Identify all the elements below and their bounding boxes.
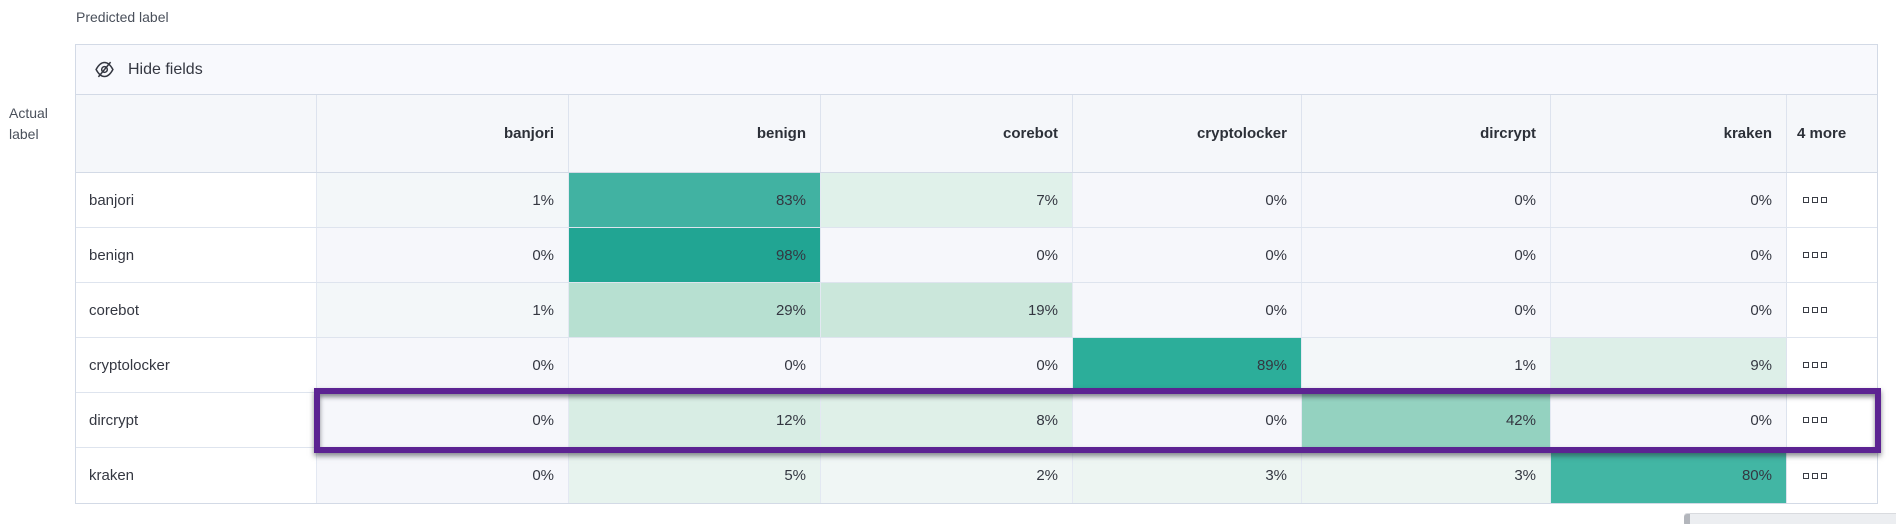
matrix-cell[interactable]: 0% — [1550, 283, 1786, 337]
box-square — [1821, 307, 1827, 313]
matrix-cell[interactable]: 80% — [1550, 448, 1786, 503]
boxes-icon[interactable] — [1801, 250, 1829, 260]
matrix-cell[interactable]: 0% — [316, 228, 568, 282]
header-cell-banjori[interactable]: banjori — [316, 95, 568, 172]
row-actions-cell — [1786, 173, 1877, 227]
box-square — [1821, 362, 1827, 368]
matrix-cell[interactable]: 89% — [1072, 338, 1301, 392]
header-cell-cryptolocker[interactable]: cryptolocker — [1072, 95, 1301, 172]
header-cell-overflow[interactable]: 4 more — [1786, 95, 1877, 172]
matrix-row-dircrypt: dircrypt 0% 12% 8% 0% 42% 0% — [76, 393, 1877, 448]
hide-fields-label: Hide fields — [128, 60, 203, 78]
matrix-cell[interactable]: 0% — [1301, 283, 1550, 337]
confusion-matrix-grid: Hide fields banjori benign corebot cryptolo… — [75, 44, 1878, 504]
box-square — [1803, 417, 1809, 423]
boxes-icon[interactable] — [1801, 471, 1829, 481]
matrix-cell[interactable]: 0% — [1550, 228, 1786, 282]
box-square — [1803, 472, 1809, 479]
matrix-row-benign: benign 0% 98% 0% 0% 0% 0% — [76, 228, 1877, 283]
matrix-cell[interactable]: 1% — [316, 173, 568, 227]
box-square — [1812, 417, 1818, 423]
header-cell-benign[interactable]: benign — [568, 95, 820, 172]
box-square — [1821, 252, 1827, 258]
header-cell-kraken[interactable]: kraken — [1550, 95, 1786, 172]
box-square — [1821, 472, 1827, 479]
matrix-row-kraken: kraken 0% 5% 2% 3% 3% 80% — [76, 448, 1877, 503]
matrix-cell[interactable]: 0% — [1301, 228, 1550, 282]
matrix-row-cryptolocker: cryptolocker 0% 0% 0% 89% 1% 9% — [76, 338, 1877, 393]
matrix-cell[interactable]: 0% — [316, 393, 568, 447]
row-actions-cell — [1786, 228, 1877, 282]
row-actions-cell — [1786, 283, 1877, 337]
matrix-cell[interactable]: 0% — [1072, 283, 1301, 337]
matrix-cell[interactable]: 0% — [1301, 173, 1550, 227]
matrix-cell[interactable]: 3% — [1072, 448, 1301, 503]
matrix-cell[interactable]: 7% — [820, 173, 1072, 227]
row-label[interactable]: dircrypt — [76, 393, 316, 447]
header-cell-dircrypt[interactable]: dircrypt — [1301, 95, 1550, 172]
box-square — [1812, 307, 1818, 313]
grid-toolbar: Hide fields — [76, 45, 1877, 95]
matrix-cell[interactable]: 0% — [820, 228, 1072, 282]
row-label[interactable]: benign — [76, 228, 316, 282]
grid-body: banjori 1% 83% 7% 0% 0% 0% benign 0% 98% 0% 0% 0% 0% c… — [76, 173, 1877, 503]
box-square — [1812, 362, 1818, 368]
matrix-cell[interactable]: 1% — [1301, 338, 1550, 392]
matrix-cell[interactable]: 0% — [820, 338, 1072, 392]
row-actions-cell — [1786, 393, 1877, 447]
box-square — [1812, 472, 1818, 479]
horizontal-scrollbar[interactable] — [1684, 513, 1896, 524]
header-cell-corner — [76, 95, 316, 172]
row-actions-cell — [1786, 338, 1877, 392]
matrix-row-banjori: banjori 1% 83% 7% 0% 0% 0% — [76, 173, 1877, 228]
scrollbar-edge — [1684, 514, 1690, 524]
hide-fields-button[interactable]: Hide fields — [94, 59, 203, 80]
matrix-cell[interactable]: 42% — [1301, 393, 1550, 447]
actual-axis-label: Actual label — [9, 105, 48, 142]
row-label[interactable]: kraken — [76, 448, 316, 503]
matrix-cell[interactable]: 0% — [568, 338, 820, 392]
header-cell-corebot[interactable]: corebot — [820, 95, 1072, 172]
box-square — [1821, 417, 1827, 423]
matrix-cell[interactable]: 0% — [316, 448, 568, 503]
box-square — [1812, 197, 1818, 203]
row-label[interactable]: corebot — [76, 283, 316, 337]
matrix-cell[interactable]: 1% — [316, 283, 568, 337]
matrix-cell[interactable]: 2% — [820, 448, 1072, 503]
row-label[interactable]: banjori — [76, 173, 316, 227]
box-square — [1821, 197, 1827, 203]
matrix-row-corebot: corebot 1% 29% 19% 0% 0% 0% — [76, 283, 1877, 338]
box-square — [1803, 197, 1809, 203]
matrix-cell[interactable]: 3% — [1301, 448, 1550, 503]
matrix-cell[interactable]: 0% — [316, 338, 568, 392]
matrix-cell[interactable]: 9% — [1550, 338, 1786, 392]
boxes-icon[interactable] — [1801, 415, 1829, 425]
grid-header-row: banjori benign corebot cryptolocker dircrypt… — [76, 95, 1877, 173]
matrix-cell[interactable]: 12% — [568, 393, 820, 447]
matrix-cell[interactable]: 5% — [568, 448, 820, 503]
matrix-cell[interactable]: 0% — [1072, 228, 1301, 282]
box-square — [1803, 252, 1809, 258]
matrix-cell[interactable]: 29% — [568, 283, 820, 337]
boxes-icon[interactable] — [1801, 360, 1829, 370]
matrix-cell[interactable]: 0% — [1550, 173, 1786, 227]
matrix-cell[interactable]: 83% — [568, 173, 820, 227]
box-square — [1803, 307, 1809, 313]
boxes-icon[interactable] — [1801, 195, 1829, 205]
boxes-icon[interactable] — [1801, 305, 1829, 315]
matrix-cell[interactable]: 19% — [820, 283, 1072, 337]
matrix-cell[interactable]: 0% — [1072, 393, 1301, 447]
row-actions-cell — [1786, 448, 1877, 503]
eye-closed-icon — [94, 59, 115, 80]
matrix-cell[interactable]: 0% — [1550, 393, 1786, 447]
predicted-axis-label: Predicted label — [76, 9, 169, 25]
row-label[interactable]: cryptolocker — [76, 338, 316, 392]
box-square — [1803, 362, 1809, 368]
matrix-cell[interactable]: 8% — [820, 393, 1072, 447]
box-square — [1812, 252, 1818, 258]
matrix-cell[interactable]: 98% — [568, 228, 820, 282]
matrix-cell[interactable]: 0% — [1072, 173, 1301, 227]
